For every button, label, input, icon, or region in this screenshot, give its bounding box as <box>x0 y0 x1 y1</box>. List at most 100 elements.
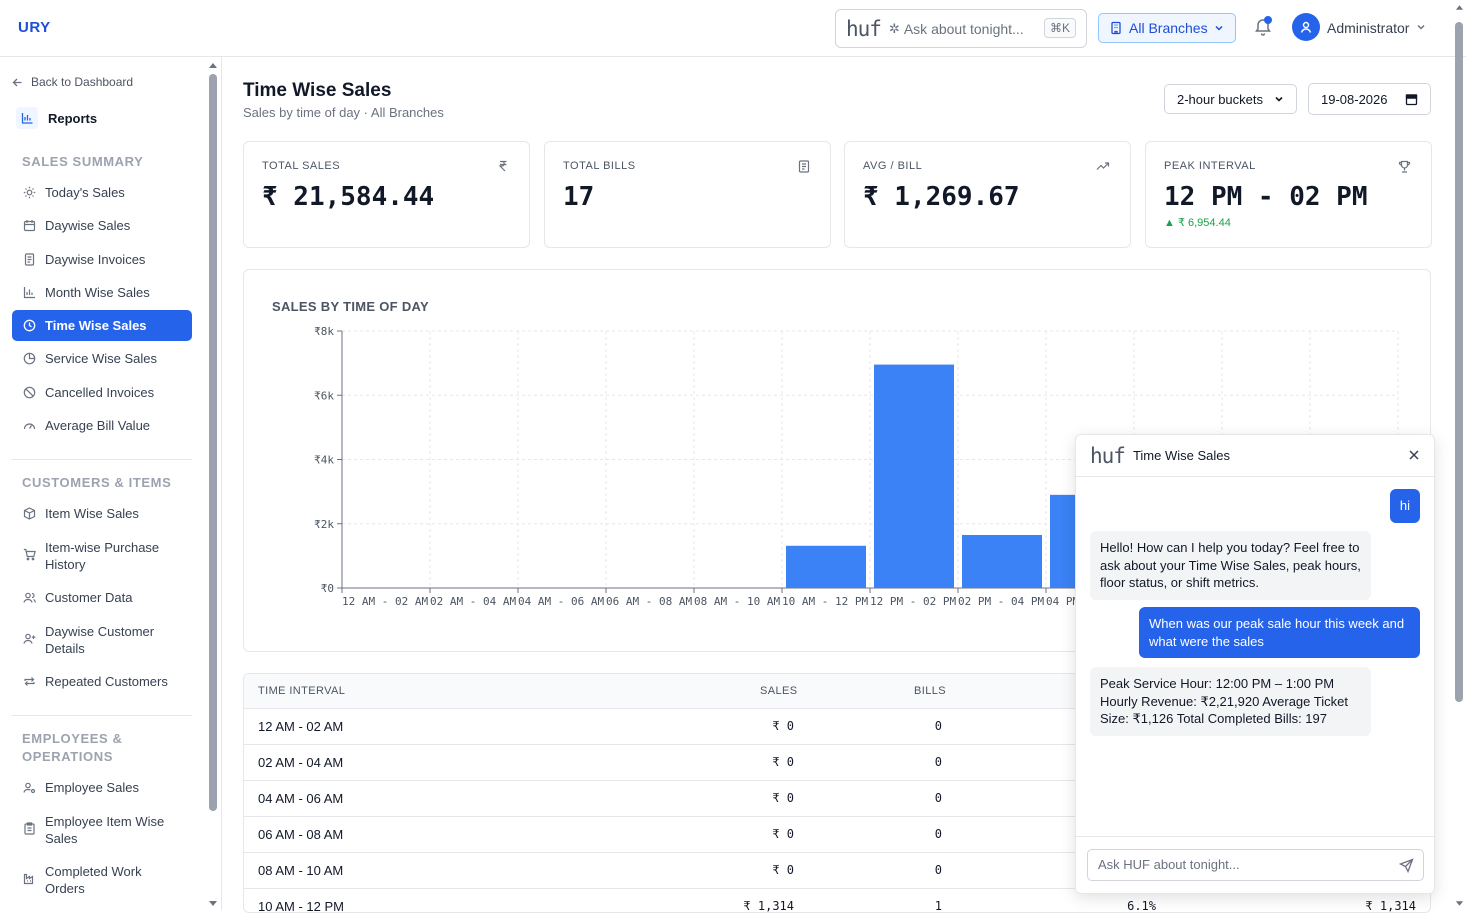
scroll-down-icon[interactable] <box>1455 900 1464 908</box>
item-label: Time Wise Sales <box>45 318 147 333</box>
page-subtitle: Sales by time of day · All Branches <box>243 105 444 120</box>
sidebar-item-customer-data[interactable]: Customer Data <box>12 589 192 606</box>
chat-footer: Ask HUF about tonight... <box>1076 836 1434 893</box>
cell-avg: ₹ 1,314 <box>1365 899 1416 913</box>
send-icon[interactable] <box>1399 858 1414 873</box>
col-header-sales[interactable]: SALES <box>760 685 798 697</box>
shortcut-badge: ⌘K <box>1043 18 1076 38</box>
cell-bills: 1 <box>934 899 942 913</box>
col-header-bills[interactable]: BILLS <box>914 685 946 697</box>
gauge-icon <box>23 419 37 432</box>
sidebar-item-employee-sales[interactable]: Employee Sales <box>12 779 192 796</box>
bar <box>874 364 954 588</box>
card-value: 12 PM - 02 PM <box>1164 182 1368 212</box>
chevron-down-icon[interactable] <box>1416 22 1426 32</box>
avatar[interactable] <box>1292 13 1320 41</box>
sidebar-item-completed-work-orders[interactable]: Completed Work Orders <box>12 863 192 897</box>
sidebar-item-item-wise-sales[interactable]: Item Wise Sales <box>12 505 192 522</box>
item-label: Employee Sales <box>45 780 139 795</box>
cell-sales: ₹ 0 <box>772 791 794 805</box>
date-input[interactable]: 19-08-2026 <box>1308 83 1431 115</box>
branch-label: All Branches <box>1129 20 1208 36</box>
ban-icon <box>23 386 37 399</box>
bar-chart-icon <box>16 107 38 129</box>
bucket-select[interactable]: 2-hour buckets <box>1164 84 1297 114</box>
x-tick-label: 04 AM - 06 AM <box>518 595 604 608</box>
scroll-down-icon[interactable] <box>208 900 218 908</box>
scroll-up-icon[interactable] <box>208 61 218 69</box>
sidebar-item-todays-sales[interactable]: Today's Sales <box>12 184 192 201</box>
item-label: Daywise Invoices <box>45 252 146 267</box>
table-row[interactable]: 02 AM - 04 AM ₹ 0 0 <box>244 745 1430 781</box>
back-to-dashboard-link[interactable]: Back to Dashboard <box>12 75 133 89</box>
ask-placeholder: Ask about tonight... <box>903 20 1024 37</box>
item-label: Service Wise Sales <box>45 351 157 366</box>
calendar-icon <box>23 219 37 232</box>
sidebar-item-daywise-customer-details[interactable]: Daywise Customer Details <box>12 623 192 657</box>
app-logo[interactable]: URY <box>18 19 51 36</box>
bar <box>786 545 866 588</box>
sidebar-item-repeated-customers[interactable]: Repeated Customers <box>12 673 192 690</box>
huf-logo: huf <box>1090 443 1126 468</box>
chat-message-user: When was our peak sale hour this week an… <box>1139 607 1420 658</box>
col-header-interval[interactable]: TIME INTERVAL <box>258 685 346 697</box>
bar <box>962 534 1042 588</box>
sidebar-item-item-wise-purchase-history[interactable]: Item-wise Purchase History <box>12 539 192 573</box>
scroll-up-icon[interactable] <box>1455 3 1464 11</box>
cell-bills: 0 <box>934 863 942 877</box>
sidebar-item-cancelled-invoices[interactable]: Cancelled Invoices <box>12 384 192 401</box>
sidebar-scroll-thumb[interactable] <box>209 74 217 811</box>
x-tick-label: 08 AM - 10 AM <box>694 595 780 608</box>
cell-sales: ₹ 0 <box>772 863 794 877</box>
sidebar-item-daywise-invoices[interactable]: Daywise Invoices <box>12 251 192 268</box>
item-label: Month Wise Sales <box>45 285 150 300</box>
table-row[interactable]: 06 AM - 08 AM ₹ 0 0 <box>244 817 1430 853</box>
calendar-icon[interactable] <box>1405 93 1418 106</box>
sales-by-time-chart: ₹0 ₹2k ₹4k ₹6k ₹8k 12 AM - 02 AM 02 AM - 04 AM… <box>314 325 1399 608</box>
ask-ai-search[interactable]: huf ✲ Ask about tonight... ⌘K <box>835 9 1087 48</box>
page-scroll-thumb[interactable] <box>1455 22 1463 702</box>
sidebar-item-employee-item-wise-sales[interactable]: Employee Item Wise Sales <box>12 813 192 847</box>
y-tick-label: ₹2k <box>314 518 334 531</box>
chevron-down-icon <box>1275 96 1283 102</box>
bar-chart-icon <box>23 286 37 299</box>
sidebar-item-time-wise-sales[interactable]: Time Wise Sales <box>12 310 192 341</box>
clock-icon <box>23 319 37 332</box>
item-label: Today's Sales <box>45 185 125 200</box>
sidebar-item-month-wise-sales[interactable]: Month Wise Sales <box>12 284 192 301</box>
item-label: Employee Item Wise Sales <box>45 814 165 846</box>
chat-input[interactable]: Ask HUF about tonight... <box>1087 849 1424 881</box>
item-label: Customer Data <box>45 590 133 605</box>
cell-interval: 08 AM - 10 AM <box>258 863 344 878</box>
table-row[interactable]: 10 AM - 12 PM ₹ 1,314 1 6.1% ₹ 1,314 <box>244 889 1430 913</box>
branch-selector[interactable]: All Branches <box>1098 13 1236 43</box>
y-tick-label: ₹0 <box>321 582 334 595</box>
sidebar-item-daywise-sales[interactable]: Daywise Sales <box>12 217 192 234</box>
trophy-icon <box>1398 160 1411 173</box>
sidebar <box>0 57 222 910</box>
cell-bills: 0 <box>934 719 942 733</box>
table-row[interactable]: 12 AM - 02 AM ₹ 0 0 <box>244 709 1430 745</box>
sidebar-item-average-bill-value[interactable]: Average Bill Value <box>12 417 192 434</box>
reports-heading[interactable]: Reports <box>16 107 97 129</box>
back-label: Back to Dashboard <box>31 75 134 89</box>
building-icon <box>1111 21 1121 35</box>
section-employees-operations: EMPLOYEES & OPERATIONS <box>22 731 123 764</box>
user-icon <box>1300 21 1312 33</box>
date-value: 19-08-2026 <box>1321 91 1388 107</box>
huf-logo: huf <box>846 16 882 41</box>
x-tick-label: 04 PM <box>1046 595 1079 608</box>
repeat-icon <box>23 675 37 688</box>
bucket-select-value: 2-hour buckets <box>1177 91 1263 107</box>
table-row[interactable]: 04 AM - 06 AM ₹ 0 0 <box>244 781 1430 817</box>
item-label: Repeated Customers <box>45 674 168 689</box>
sidebar-item-service-wise-sales[interactable]: Service Wise Sales <box>12 350 192 367</box>
clipboard-icon <box>23 822 37 835</box>
users-icon <box>23 591 37 604</box>
item-label: Item Wise Sales <box>45 506 139 521</box>
card-value: ₹ 21,584.44 <box>262 182 435 212</box>
table-row[interactable]: 08 AM - 10 AM ₹ 0 0 <box>244 853 1430 889</box>
user-name[interactable]: Administrator <box>1327 20 1410 36</box>
close-icon[interactable] <box>1408 449 1420 461</box>
top-bar: URY huf ✲ Ask about tonight... ⌘K All Br… <box>0 0 1466 57</box>
